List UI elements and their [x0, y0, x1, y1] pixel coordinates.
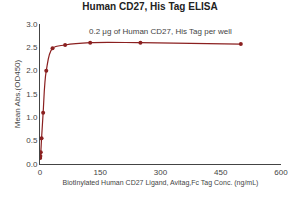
svg-text:3.0: 3.0	[26, 20, 38, 29]
svg-text:0.2 μg of Human CD27, His Tag: 0.2 μg of Human CD27, His Tag per well	[89, 27, 232, 36]
svg-text:2.0: 2.0	[26, 66, 38, 75]
svg-text:1.0: 1.0	[26, 113, 38, 122]
svg-text:BiotInylated Human CD27 Ligand: BiotInylated Human CD27 Ligand, Avitag,F…	[63, 179, 259, 187]
svg-text:2.5: 2.5	[26, 43, 38, 52]
svg-text:0: 0	[38, 168, 43, 177]
svg-text:150: 150	[94, 168, 108, 177]
svg-text:450: 450	[214, 168, 228, 177]
svg-text:300: 300	[154, 168, 168, 177]
svg-text:600: 600	[274, 168, 288, 177]
svg-text:0.5: 0.5	[26, 136, 38, 145]
svg-text:Human CD27, His Tag ELISA: Human CD27, His Tag ELISA	[82, 1, 217, 12]
svg-text:0.0: 0.0	[26, 160, 38, 169]
svg-text:1.5: 1.5	[26, 90, 38, 99]
svg-text:Mean Abs.(OD450): Mean Abs.(OD450)	[13, 59, 22, 128]
